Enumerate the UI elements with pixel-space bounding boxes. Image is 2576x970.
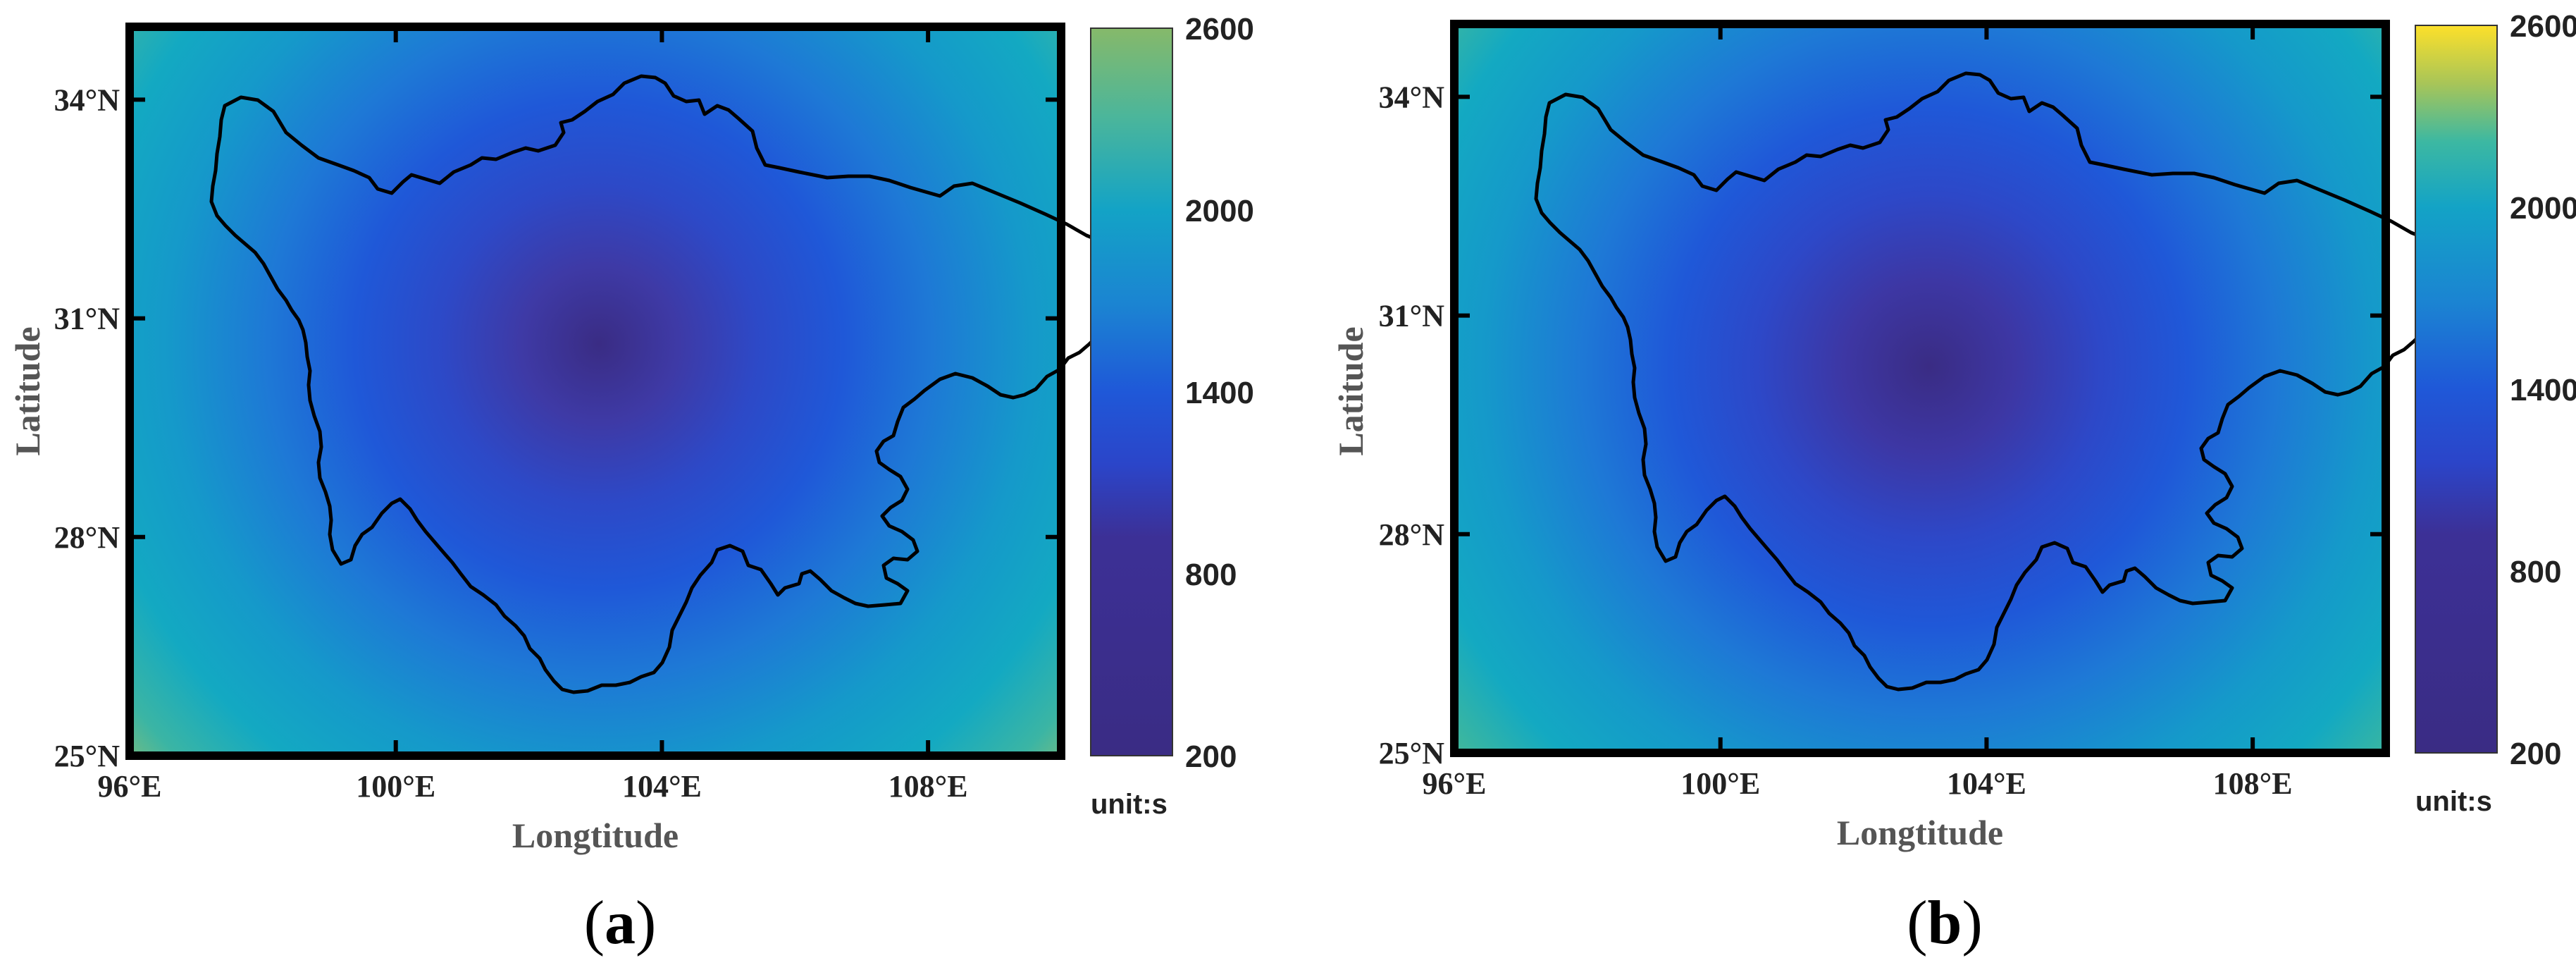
x-tick-label: 100°E: [356, 769, 435, 804]
colorbar-tick-label: 200: [2510, 737, 2561, 771]
colorbar-tick-label: 2000: [2510, 191, 2576, 226]
y-tick-label: 25°N: [1379, 736, 1445, 771]
tick-marks-a: [128, 27, 1061, 758]
x-tick-label: 104°E: [622, 769, 702, 804]
x-tick-label: 100°E: [1680, 766, 1760, 801]
y-tick-label: 28°N: [1379, 517, 1445, 552]
colorbar-b: 200 800 1400 2000 2600 unit:s: [2415, 9, 2576, 817]
x-axis-title-b: Longtitude: [1837, 813, 2003, 852]
colorbar-tick-labels-a: 200 800 1400 2000 2600: [1185, 12, 1254, 774]
y-tick-label: 34°N: [1379, 80, 1445, 114]
panel-label-a: (a): [584, 889, 657, 957]
y-axis-title-b: Latitude: [1331, 326, 1370, 455]
x-tick-label: 108°E: [888, 769, 968, 804]
colorbar-unit-b: unit:s: [2415, 786, 2492, 817]
panel-b: 96°E 100°E 104°E 108°E 25°N 28°N 31°N 34°N Lon…: [1331, 9, 2576, 957]
field-a: [130, 27, 1061, 756]
x-tick-label: 108°E: [2213, 766, 2293, 801]
y-tick-label: 34°N: [54, 82, 120, 117]
colorbar-tick-label: 1400: [1185, 376, 1254, 410]
colorbar-gradient-a: [1090, 27, 1173, 756]
panel-a: 96°E 100°E 104°E 108°E 25°N 28°N 31°N 34°N Lon…: [8, 12, 1254, 957]
map-b: [1450, 20, 2475, 757]
map-frame-b: [1450, 20, 2390, 757]
x-tick-labels-b: 96°E 100°E 104°E 108°E: [1423, 766, 2293, 801]
colorbar-tick-labels-b: 200 800 1400 2000 2600: [2510, 9, 2576, 771]
x-tick-labels-a: 96°E 100°E 104°E 108°E: [98, 769, 968, 804]
y-tick-label: 28°N: [54, 520, 120, 555]
x-axis-title-a: Longtitude: [512, 816, 679, 855]
y-tick-label: 25°N: [54, 739, 120, 773]
colorbar-tick-label: 2000: [1185, 194, 1254, 228]
panel-label-b: (b): [1907, 889, 1983, 957]
colorbar-tick-label: 1400: [2510, 373, 2576, 407]
colorbar-a: 200 800 1400 2000 2600 unit:s: [1090, 12, 1254, 820]
colorbar-unit-a: unit:s: [1091, 789, 1168, 820]
colorbar-tick-label: 800: [1185, 558, 1237, 592]
x-tick-label: 104°E: [1947, 766, 2026, 801]
colorbar-tick-label: 800: [2510, 555, 2561, 589]
y-tick-labels-a: 25°N 28°N 31°N 34°N: [54, 82, 120, 773]
x-tick-label: 96°E: [98, 769, 162, 804]
map-a: [125, 23, 1150, 760]
tick-marks-b: [1452, 24, 2386, 755]
colorbar-tick-label: 2600: [2510, 9, 2576, 44]
colorbar-tick-label: 2600: [1185, 12, 1254, 47]
y-axis-title-a: Latitude: [8, 326, 47, 455]
x-tick-label: 96°E: [1423, 766, 1487, 801]
y-tick-label: 31°N: [54, 302, 120, 336]
y-tick-label: 31°N: [1379, 299, 1445, 333]
map-frame-a: [125, 23, 1065, 760]
colorbar-gradient-b: [2415, 25, 2498, 754]
field-b: [1454, 24, 2386, 753]
y-tick-labels-b: 25°N 28°N 31°N 34°N: [1379, 80, 1445, 771]
colorbar-tick-label: 200: [1185, 739, 1237, 774]
